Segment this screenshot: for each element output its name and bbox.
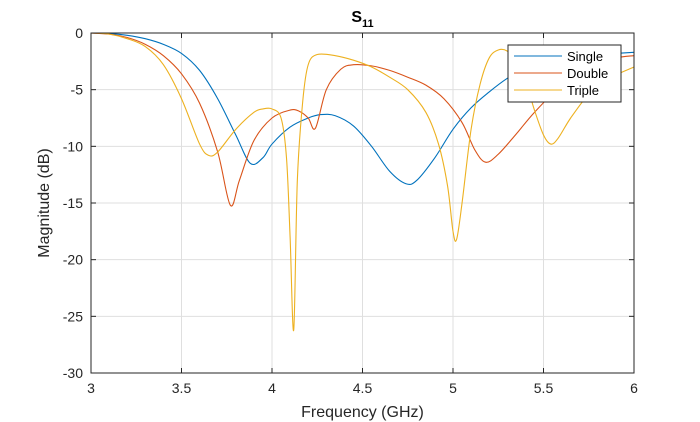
- y-tick-label: 0: [75, 25, 83, 41]
- x-tick-label: 5: [449, 380, 457, 396]
- y-tick-label: -10: [63, 138, 83, 154]
- chart-title: S11: [351, 9, 373, 30]
- axis-ticks: 3 3.5 4 4.5 5 5.5 6 0 -5 -10 -15 -20 -25 -30: [63, 25, 638, 396]
- legend: Single Double Triple: [507, 44, 622, 103]
- x-tick-label: 5.5: [534, 380, 554, 396]
- x-tick-label: 6: [630, 380, 638, 396]
- series-line-single: [90, 32, 635, 186]
- legend-label-triple: Triple: [567, 83, 599, 98]
- y-tick-label: -20: [63, 252, 83, 268]
- x-axis-label: Frequency (GHz): [301, 404, 424, 421]
- y-tick-label: -30: [63, 365, 83, 381]
- y-tick-label: -5: [71, 82, 84, 98]
- y-axis-label: Magnitude (dB): [36, 148, 53, 257]
- y-tick-label: -15: [63, 195, 83, 211]
- x-tick-label: 4: [268, 380, 276, 396]
- x-tick-label: 3.5: [172, 380, 192, 396]
- chart-title-subscript: 11: [362, 18, 374, 30]
- x-tick-label: 3: [87, 380, 95, 396]
- chart-title-main: S: [351, 9, 362, 26]
- y-tick-label: -25: [63, 308, 83, 324]
- legend-label-single: Single: [567, 49, 603, 64]
- series-line-double: [90, 32, 635, 207]
- x-tick-label: 4.5: [353, 380, 373, 396]
- legend-label-double: Double: [567, 66, 608, 81]
